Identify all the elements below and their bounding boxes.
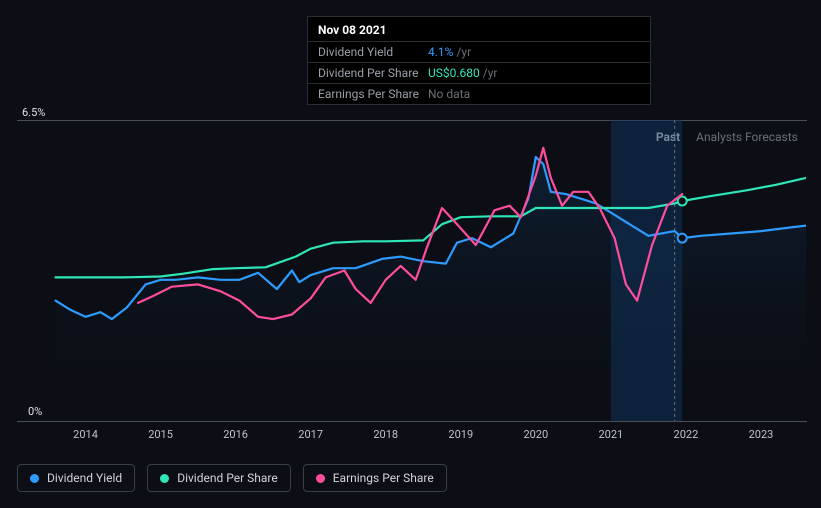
legend-dot-icon	[160, 474, 169, 483]
tooltip-label: Earnings Per Share	[318, 87, 428, 101]
legend-label: Dividend Per Share	[177, 471, 278, 485]
legend-dot-icon	[30, 474, 39, 483]
x-axis-tick: 2021	[598, 428, 623, 441]
x-axis-tick: 2014	[73, 428, 98, 441]
legend: Dividend Yield Dividend Per Share Earnin…	[17, 464, 447, 492]
legend-item-dividend-per-share[interactable]: Dividend Per Share	[147, 464, 291, 492]
x-axis-tick: 2016	[223, 428, 248, 441]
legend-item-dividend-yield[interactable]: Dividend Yield	[17, 464, 135, 492]
legend-item-earnings-per-share[interactable]: Earnings Per Share	[303, 464, 447, 492]
tooltip-row: Earnings Per Share No data	[308, 84, 650, 104]
x-axis-tick: 2019	[448, 428, 473, 441]
tooltip-date: Nov 08 2021	[308, 17, 650, 42]
y-axis-min-label: 0%	[28, 405, 42, 418]
tooltip-value: 4.1%/yr	[428, 45, 471, 59]
tooltip-label: Dividend Per Share	[318, 66, 428, 80]
tooltip-row: Dividend Yield 4.1%/yr	[308, 42, 650, 63]
hover-tooltip: Nov 08 2021 Dividend Yield 4.1%/yr Divid…	[307, 16, 651, 105]
tooltip-row: Dividend Per Share US$0.680/yr	[308, 63, 650, 84]
x-axis-tick: 2018	[373, 428, 398, 441]
x-axis-tick: 2017	[298, 428, 323, 441]
chart-svg	[48, 120, 806, 421]
legend-label: Dividend Yield	[47, 471, 122, 485]
y-axis-max-label: 6.5%	[22, 106, 45, 119]
tooltip-label: Dividend Yield	[318, 45, 428, 59]
x-axis-tick: 2023	[749, 428, 774, 441]
chart-container: Nov 08 2021 Dividend Yield 4.1%/yr Divid…	[0, 0, 821, 508]
x-axis-tick: 2015	[148, 428, 173, 441]
x-axis-tick: 2022	[674, 428, 699, 441]
tooltip-value: US$0.680/yr	[428, 66, 498, 80]
legend-label: Earnings Per Share	[333, 471, 434, 485]
plot-area[interactable]	[48, 120, 806, 421]
x-axis-tick: 2020	[523, 428, 548, 441]
x-axis: 2014 2015 2016 2017 2018 2019 2020 2021 2022 2023	[48, 428, 806, 444]
legend-dot-icon	[316, 474, 325, 483]
tooltip-value: No data	[428, 87, 473, 101]
chart-bottom-axis-line	[17, 421, 807, 422]
